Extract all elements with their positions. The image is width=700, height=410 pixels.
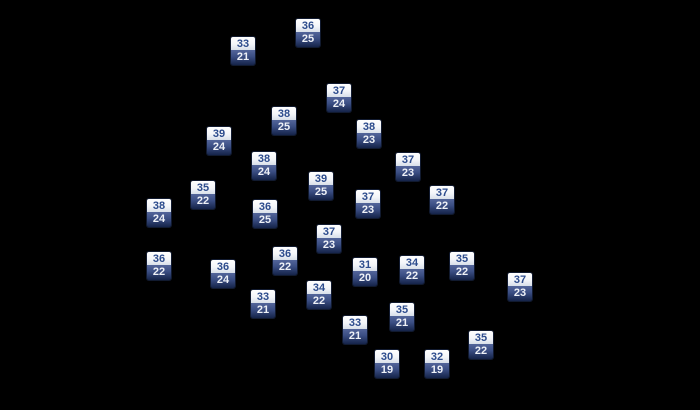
temperature-marker[interactable]: 35 21 [390,303,414,331]
temperature-marker[interactable]: 36 24 [211,260,235,288]
temperature-marker[interactable]: 34 22 [400,256,424,284]
low-temp-value: 23 [356,203,380,218]
high-temp-value: 38 [147,199,171,212]
low-temp-value: 25 [272,120,296,135]
low-temp-value: 19 [425,363,449,378]
low-temp-value: 25 [253,213,277,228]
temperature-marker[interactable]: 35 22 [191,181,215,209]
high-temp-value: 31 [353,258,377,271]
temperature-marker[interactable]: 36 22 [147,252,171,280]
temperature-marker[interactable]: 38 24 [252,152,276,180]
high-temp-value: 30 [375,350,399,363]
low-temp-value: 24 [207,140,231,155]
temperature-marker[interactable]: 38 23 [357,120,381,148]
temperature-marker[interactable]: 37 23 [317,225,341,253]
low-temp-value: 21 [390,316,414,331]
high-temp-value: 39 [309,172,333,185]
temperature-marker[interactable]: 37 24 [327,84,351,112]
low-temp-value: 21 [231,50,255,65]
low-temp-value: 23 [357,133,381,148]
temperature-marker[interactable]: 39 25 [309,172,333,200]
high-temp-value: 37 [508,273,532,286]
temperature-marker[interactable]: 37 23 [396,153,420,181]
low-temp-value: 22 [307,294,331,309]
high-temp-value: 36 [253,200,277,213]
high-temp-value: 37 [317,225,341,238]
high-temp-value: 36 [296,19,320,32]
temperature-marker[interactable]: 32 19 [425,350,449,378]
high-temp-value: 35 [450,252,474,265]
high-temp-value: 33 [231,37,255,50]
high-temp-value: 34 [400,256,424,269]
temperature-marker[interactable]: 31 20 [353,258,377,286]
temperature-marker[interactable]: 39 24 [207,127,231,155]
low-temp-value: 22 [450,265,474,280]
temperature-marker[interactable]: 37 23 [356,190,380,218]
high-temp-value: 35 [191,181,215,194]
temperature-marker[interactable]: 33 21 [231,37,255,65]
low-temp-value: 21 [343,329,367,344]
low-temp-value: 25 [296,32,320,47]
temperature-marker[interactable]: 36 25 [253,200,277,228]
high-temp-value: 37 [396,153,420,166]
temperature-marker[interactable]: 34 22 [307,281,331,309]
temperature-marker[interactable]: 36 25 [296,19,320,47]
low-temp-value: 25 [309,185,333,200]
low-temp-value: 23 [317,238,341,253]
low-temp-value: 19 [375,363,399,378]
high-temp-value: 38 [272,107,296,120]
low-temp-value: 24 [327,97,351,112]
high-temp-value: 35 [469,331,493,344]
high-temp-value: 33 [343,316,367,329]
high-temp-value: 37 [327,84,351,97]
temperature-marker[interactable]: 36 22 [273,247,297,275]
high-temp-value: 35 [390,303,414,316]
temperature-marker[interactable]: 38 24 [147,199,171,227]
temperature-marker[interactable]: 30 19 [375,350,399,378]
high-temp-value: 36 [273,247,297,260]
temperature-marker[interactable]: 35 22 [469,331,493,359]
low-temp-value: 23 [508,286,532,301]
temperature-marker[interactable]: 33 21 [343,316,367,344]
low-temp-value: 22 [430,199,454,214]
low-temp-value: 24 [252,165,276,180]
low-temp-value: 22 [400,269,424,284]
high-temp-value: 38 [252,152,276,165]
low-temp-value: 24 [147,212,171,227]
high-temp-value: 37 [356,190,380,203]
low-temp-value: 22 [273,260,297,275]
low-temp-value: 22 [191,194,215,209]
temperature-marker[interactable]: 35 22 [450,252,474,280]
low-temp-value: 21 [251,303,275,318]
high-temp-value: 34 [307,281,331,294]
temperature-marker[interactable]: 38 25 [272,107,296,135]
high-temp-value: 33 [251,290,275,303]
temperature-marker[interactable]: 37 23 [508,273,532,301]
high-temp-value: 36 [147,252,171,265]
low-temp-value: 22 [469,344,493,359]
high-temp-value: 37 [430,186,454,199]
high-temp-value: 39 [207,127,231,140]
high-temp-value: 38 [357,120,381,133]
high-temp-value: 32 [425,350,449,363]
high-temp-value: 36 [211,260,235,273]
low-temp-value: 24 [211,273,235,288]
low-temp-value: 20 [353,271,377,286]
low-temp-value: 23 [396,166,420,181]
low-temp-value: 22 [147,265,171,280]
temperature-marker[interactable]: 37 22 [430,186,454,214]
temperature-marker[interactable]: 33 21 [251,290,275,318]
